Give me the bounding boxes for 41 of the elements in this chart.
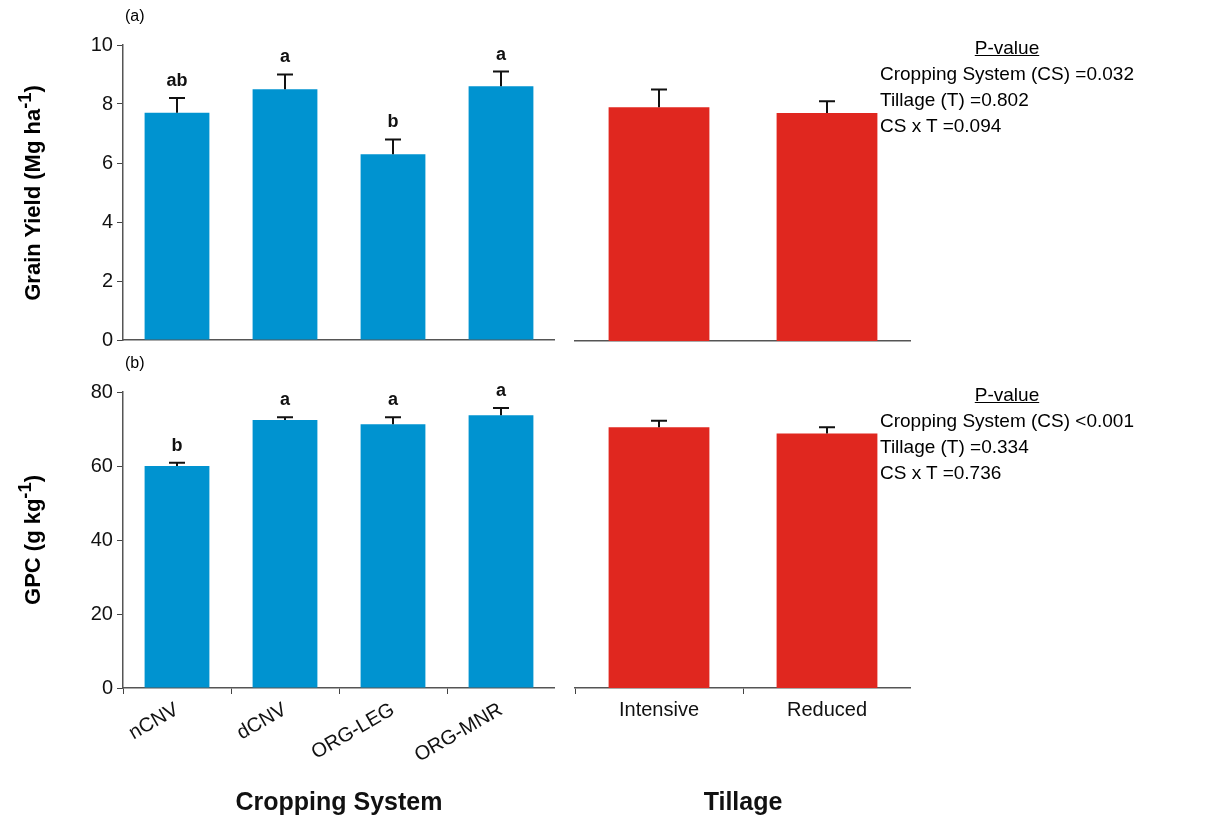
y-tick-label: 0 xyxy=(101,675,113,698)
text: P-value xyxy=(973,383,1041,407)
y-tick-label: 2 xyxy=(101,268,113,291)
data-label: b xyxy=(387,111,399,132)
annotation: Cropping System (CS) =0.032 xyxy=(880,62,1134,86)
bar xyxy=(252,89,318,340)
y-tick-label: 80 xyxy=(90,379,113,402)
annotation: Tillage (T) =0.334 xyxy=(880,435,1030,459)
annotation: CS x T =0.736 xyxy=(880,461,1003,485)
y-tick-label: 8 xyxy=(101,91,113,114)
data-label: a xyxy=(495,43,507,64)
data-label: ab xyxy=(166,70,188,91)
y-tick-label: 6 xyxy=(101,150,113,173)
bar xyxy=(360,424,426,688)
data-label: a xyxy=(495,379,507,400)
data-label: a xyxy=(279,46,291,67)
y-tick-label: 40 xyxy=(90,527,113,550)
y-tick-label: 60 xyxy=(90,453,113,476)
bar xyxy=(360,154,426,340)
x-tick-label: Intensive xyxy=(618,697,700,720)
annotation: Cropping System (CS) <0.001 xyxy=(880,409,1134,433)
x-tick-label: Reduced xyxy=(786,697,868,720)
y-tick-label: 0 xyxy=(101,327,113,350)
data-label: a xyxy=(387,389,399,410)
data-label: a xyxy=(279,389,291,410)
data-label: b xyxy=(171,434,183,455)
bar xyxy=(468,86,534,340)
chart-title: (b) xyxy=(125,354,145,372)
x-axis-title: Tillage xyxy=(703,786,783,815)
bar xyxy=(252,420,318,688)
bar xyxy=(144,112,210,340)
y-tick-label: 10 xyxy=(90,32,113,55)
annotation: CS x T =0.094 xyxy=(880,114,1003,138)
text: P-value xyxy=(973,36,1041,60)
bar xyxy=(144,466,210,688)
x-axis-title: Cropping System xyxy=(235,786,443,815)
annotation: Tillage (T) =0.802 xyxy=(880,88,1030,112)
y-tick-label: 20 xyxy=(90,601,113,624)
y-tick-label: 4 xyxy=(101,209,113,232)
chart-title: (a) xyxy=(125,7,145,25)
bar xyxy=(468,415,534,688)
